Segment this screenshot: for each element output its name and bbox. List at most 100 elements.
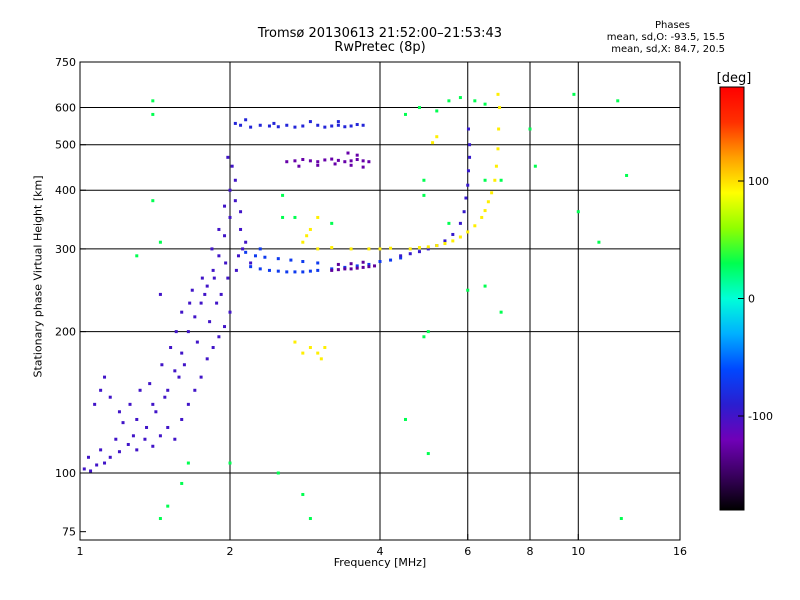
data-point xyxy=(361,159,365,163)
data-point xyxy=(399,254,403,258)
data-point xyxy=(426,452,430,456)
data-point xyxy=(343,125,347,129)
data-point xyxy=(195,340,199,344)
phase-stats-x-mode: mean, sd,X: 84.7, 20.5 xyxy=(611,44,725,55)
data-point xyxy=(236,254,240,258)
data-point xyxy=(355,266,359,270)
data-point xyxy=(422,178,426,182)
data-point xyxy=(276,257,280,261)
y-tick-label: 300 xyxy=(55,243,76,256)
data-point xyxy=(323,158,327,162)
data-point xyxy=(435,244,439,248)
data-point xyxy=(458,235,462,239)
data-point xyxy=(343,267,347,271)
data-point xyxy=(217,254,221,258)
data-point xyxy=(135,417,139,421)
data-point xyxy=(143,437,147,441)
y-tick-label: 400 xyxy=(55,184,76,197)
data-point xyxy=(117,410,121,414)
data-point xyxy=(249,261,253,265)
data-point xyxy=(180,351,184,355)
data-point xyxy=(301,158,305,162)
data-point xyxy=(180,310,184,314)
data-point xyxy=(228,310,232,314)
data-point xyxy=(361,260,365,264)
data-point xyxy=(173,369,177,373)
data-point xyxy=(330,267,334,271)
data-point xyxy=(451,239,455,243)
data-point xyxy=(108,455,112,459)
data-point xyxy=(355,153,359,157)
data-point xyxy=(403,112,407,116)
data-point xyxy=(308,517,312,521)
data-point xyxy=(182,363,186,367)
data-point xyxy=(151,99,155,103)
data-point xyxy=(389,246,393,250)
data-point xyxy=(93,402,97,406)
data-point xyxy=(108,395,112,399)
data-point xyxy=(483,284,487,288)
data-point xyxy=(223,325,227,329)
data-point xyxy=(228,215,232,219)
data-point xyxy=(174,330,178,334)
data-point xyxy=(389,258,393,262)
data-point xyxy=(361,165,365,169)
data-point xyxy=(473,224,477,228)
data-point xyxy=(138,388,142,392)
data-point xyxy=(346,151,350,155)
data-point xyxy=(151,444,155,448)
phase-stats: Phases mean, sd,O: -93.5, 15.5 mean, sd,… xyxy=(560,20,725,56)
data-point xyxy=(399,256,403,260)
data-point xyxy=(151,199,155,203)
data-point xyxy=(308,159,312,163)
data-point xyxy=(151,402,155,406)
data-point xyxy=(473,99,477,103)
data-point xyxy=(499,178,503,182)
data-point xyxy=(224,261,228,265)
data-point xyxy=(447,221,451,225)
data-point xyxy=(496,92,500,96)
data-point xyxy=(466,230,470,234)
data-point xyxy=(186,461,190,465)
data-point xyxy=(285,160,289,164)
data-point xyxy=(468,143,472,147)
data-point xyxy=(443,242,447,246)
data-point xyxy=(483,178,487,182)
data-point xyxy=(355,158,359,162)
data-point xyxy=(367,262,371,266)
data-point xyxy=(239,210,243,214)
data-point xyxy=(103,461,107,465)
data-point xyxy=(86,455,90,459)
x-tick-label: 10 xyxy=(571,545,585,558)
data-point xyxy=(233,178,237,182)
data-point xyxy=(226,276,230,280)
x-tick-label: 8 xyxy=(527,545,534,558)
data-point xyxy=(233,199,237,203)
data-point xyxy=(158,434,162,438)
data-point xyxy=(158,240,162,244)
data-point xyxy=(203,292,207,296)
data-point xyxy=(158,292,162,296)
data-point xyxy=(200,276,204,280)
data-point xyxy=(367,247,371,251)
data-point xyxy=(308,346,312,350)
data-point xyxy=(458,96,462,100)
data-point xyxy=(408,247,412,251)
x-tick-label: 2 xyxy=(227,545,234,558)
data-point xyxy=(349,124,353,128)
data-point xyxy=(253,254,257,258)
data-point xyxy=(131,434,135,438)
colorbar-tick-label: 100 xyxy=(748,175,769,188)
data-point xyxy=(367,160,371,164)
data-point xyxy=(447,99,451,103)
data-point xyxy=(301,124,305,128)
data-point xyxy=(616,99,620,103)
data-point xyxy=(281,193,285,197)
data-point xyxy=(301,270,305,274)
data-point xyxy=(323,125,327,129)
data-point xyxy=(625,173,629,177)
data-point xyxy=(212,276,216,280)
data-point xyxy=(330,124,334,128)
data-point xyxy=(462,210,466,214)
data-point xyxy=(193,388,197,392)
